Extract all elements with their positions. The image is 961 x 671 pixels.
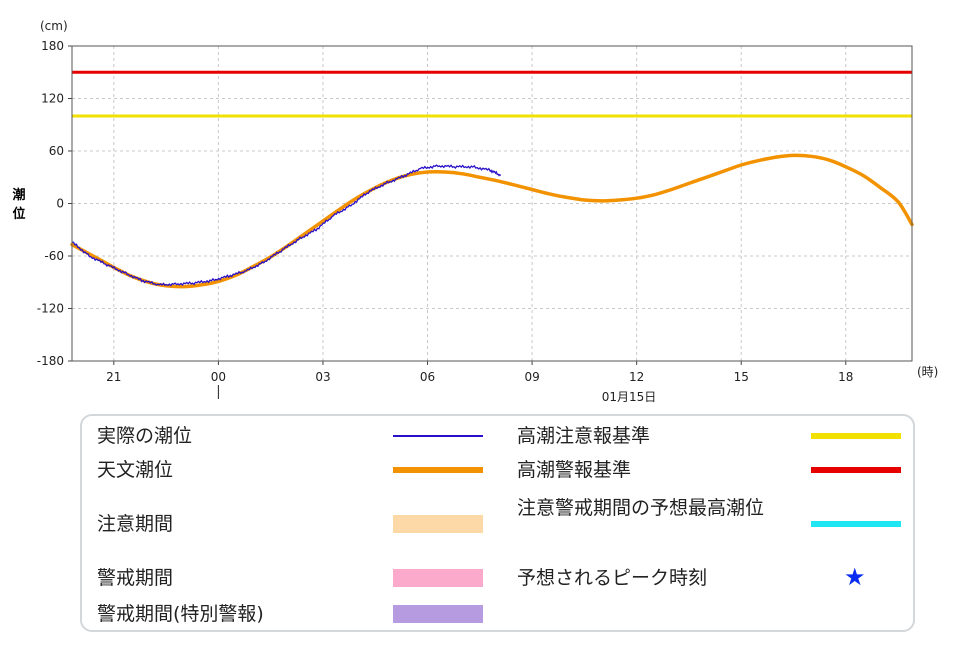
plot-frame	[71, 45, 913, 362]
legend-label: 高潮注意報基準	[517, 425, 651, 447]
series-line-astronomical	[70, 153, 914, 289]
y-tick-label: -60	[44, 249, 64, 263]
y-tick-label: -120	[37, 302, 64, 316]
star-icon: ★	[844, 563, 866, 591]
x-tick-label: 06	[420, 370, 435, 384]
legend-swatch-line	[811, 521, 901, 527]
y-axis-label: 潮位	[12, 187, 25, 222]
legend-label: 注意警戒期間の予想最高潮位	[517, 497, 765, 519]
x-tick-label: 00	[211, 370, 226, 384]
legend-swatch-line	[811, 433, 901, 439]
series-line-observed	[71, 164, 502, 287]
x-tick-label: 09	[524, 370, 539, 384]
x-tick-label: 18	[838, 370, 853, 384]
legend-swatch-band	[393, 515, 483, 533]
legend-label: 警戒期間	[97, 567, 174, 589]
x-tick-label: 21	[106, 370, 121, 384]
y-tick-label: 60	[49, 144, 64, 158]
legend-label: 天文潮位	[97, 459, 174, 481]
date-label: 01月15日	[602, 390, 657, 404]
y-unit-label: (cm)	[40, 19, 68, 33]
legend-label: 予想されるピーク時刻	[517, 567, 708, 589]
x-tick-label: 12	[629, 370, 644, 384]
y-tick-label: -180	[37, 354, 64, 368]
legend-swatch-line	[811, 467, 901, 473]
x-unit-label: (時)	[917, 365, 938, 379]
legend-label: 実際の潮位	[97, 425, 193, 447]
y-tick-label: 180	[41, 39, 64, 53]
legend-swatch-band	[393, 569, 483, 587]
legend-swatch-band	[393, 605, 483, 623]
legend: 実際の潮位天文潮位注意期間警戒期間警戒期間(特別警報) 高潮注意報基準 高潮警報基準…	[80, 414, 915, 632]
y-tick-label: 120	[41, 92, 64, 106]
legend-label: 高潮警報基準	[517, 459, 632, 481]
legend-swatch-line	[393, 435, 483, 437]
legend-label: 注意期間	[97, 513, 174, 535]
legend-label: 警戒期間(特別警報)	[97, 603, 264, 625]
legend-swatch-line	[393, 467, 483, 473]
y-tick-label: 0	[56, 197, 64, 211]
x-tick-label: 03	[315, 370, 330, 384]
tide-chart: (cm) (時) 潮位 180 120 60 0 -60 -120 -180 21 00 03 06…	[12, 19, 938, 404]
x-tick-label: 15	[734, 370, 749, 384]
